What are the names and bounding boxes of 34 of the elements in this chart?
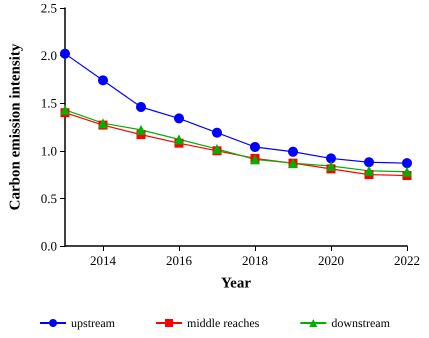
y-tick-label: 1.5 — [40, 96, 57, 111]
x-axis-title: Year — [221, 276, 252, 292]
y-tick-label: 2.0 — [40, 48, 57, 64]
point — [212, 128, 222, 138]
point — [136, 124, 146, 135]
point — [364, 157, 374, 168]
legend-label: downstream — [331, 316, 391, 330]
point — [60, 104, 70, 115]
point — [174, 113, 184, 124]
point — [98, 118, 108, 128]
x-tick-label: 2014 — [90, 253, 116, 268]
x-tick-label: 2018 — [242, 253, 268, 268]
point — [174, 134, 184, 144]
point — [250, 142, 260, 152]
point — [212, 144, 222, 154]
x-tick-label: 2016 — [166, 253, 192, 268]
point — [136, 102, 146, 112]
point — [98, 75, 108, 86]
point — [60, 48, 70, 59]
x-tick-label: 2020 — [318, 253, 344, 268]
legend-label: middle reaches — [187, 316, 260, 330]
y-tick-label: 0.0 — [40, 238, 57, 254]
point — [402, 158, 412, 168]
y-tick-label: 1.0 — [40, 143, 57, 158]
y-tick-label: 2.5 — [40, 0, 57, 16]
point — [402, 166, 412, 177]
legend-label: upstream — [71, 316, 116, 330]
y-axis-title: Carbon emission intensity — [8, 43, 24, 210]
y-tick-label: 0.5 — [40, 190, 57, 206]
point — [288, 146, 298, 157]
point — [364, 166, 374, 176]
point — [326, 161, 336, 172]
point — [326, 153, 336, 164]
x-tick-label: 2022 — [394, 253, 420, 268]
